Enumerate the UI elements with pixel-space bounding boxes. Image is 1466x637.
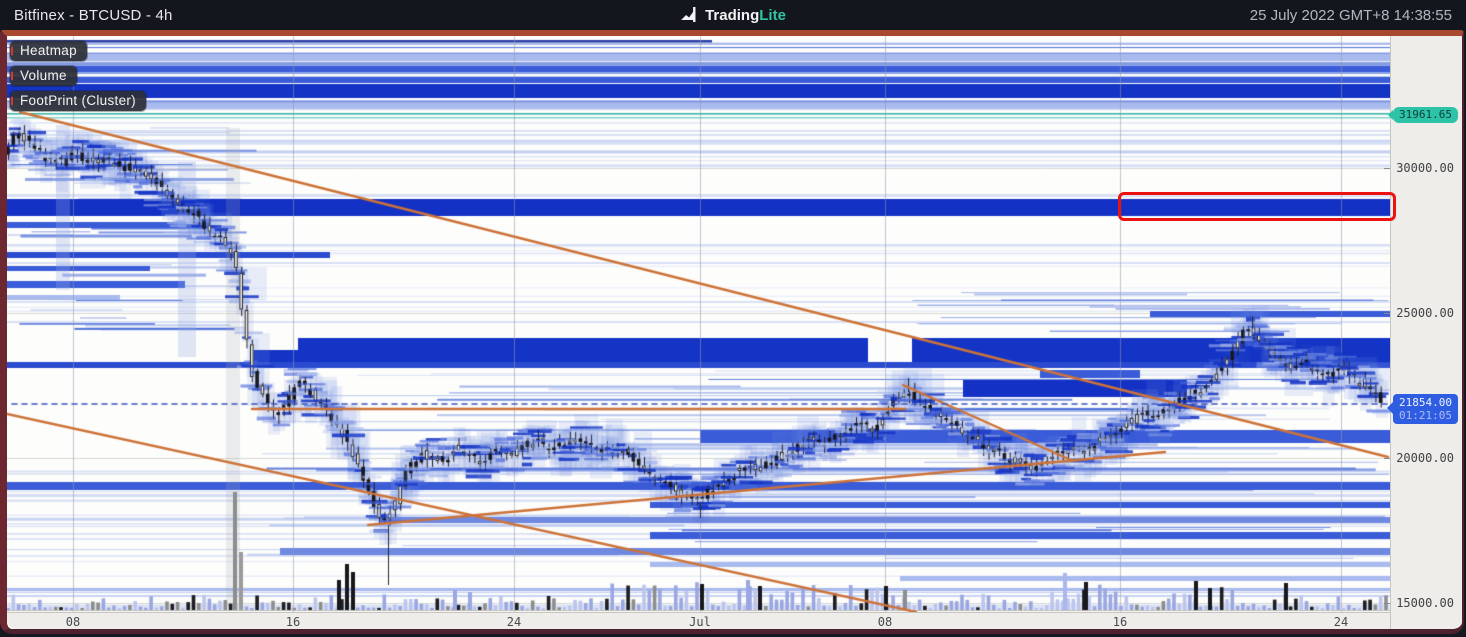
annotation-rectangle[interactable]	[1118, 192, 1396, 221]
time-axis[interactable]: 08 16 24 Jul 08 16 24	[7, 612, 1390, 629]
price-axis-tick	[1384, 458, 1390, 459]
top-bar: Bitfinex - BTCUSD - 4h TradingLite 25 Ju…	[0, 0, 1466, 30]
time-axis-label: 08	[65, 615, 81, 629]
current-price-badge: 21854.00 01:21:05	[1387, 394, 1458, 424]
price-axis-tick	[1384, 603, 1390, 604]
time-axis-label: 16	[285, 615, 301, 629]
price-axis-tick	[1384, 313, 1390, 314]
tradinglite-logo-icon	[680, 6, 700, 24]
time-axis-label: 08	[877, 615, 893, 629]
layer-pill-volume[interactable]: Volume	[10, 66, 77, 86]
time-axis-label: 24	[1333, 615, 1349, 629]
logo-word-lite: Lite	[759, 6, 786, 24]
tradinglite-logo[interactable]: TradingLite	[680, 0, 786, 30]
page-background-strip	[0, 634, 1466, 637]
price-axis-label: 25000.00	[1396, 306, 1454, 320]
logo-word-trading: Trading	[705, 6, 760, 24]
layer-legend: Heatmap Volume FootPrint (Cluster)	[10, 41, 146, 116]
price-axis[interactable]: 30000.00 25000.00 20000.00 15000.00	[1384, 36, 1462, 629]
time-axis-label: 16	[1112, 615, 1128, 629]
layer-pill-footprint-cluster[interactable]: FootPrint (Cluster)	[10, 91, 146, 111]
price-axis-label: 15000.00	[1396, 596, 1454, 610]
layer-pill-heatmap[interactable]: Heatmap	[10, 41, 87, 61]
high-price-badge: 31961.65	[1393, 107, 1458, 123]
logo-text: TradingLite	[705, 7, 786, 24]
candle-countdown: 01:21:05	[1399, 409, 1452, 422]
price-axis-tick	[1384, 168, 1390, 169]
price-axis-label: 20000.00	[1396, 451, 1454, 465]
heatmap-chart-canvas[interactable]	[7, 36, 1390, 612]
high-price-value: 31961.65	[1399, 108, 1452, 121]
price-axis-label: 30000.00	[1396, 161, 1454, 175]
time-axis-label: 24	[506, 615, 522, 629]
current-price-value: 21854.00	[1399, 396, 1452, 409]
symbol-title: Bitfinex - BTCUSD - 4h	[14, 6, 173, 24]
time-axis-label: Jul	[689, 615, 711, 629]
clock-datetime: 25 July 2022 GMT+8 14:38:55	[1249, 6, 1452, 24]
